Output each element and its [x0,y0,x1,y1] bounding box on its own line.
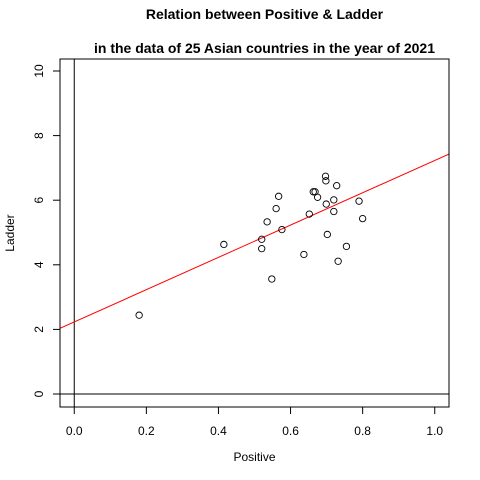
plot-frame [59,58,450,408]
x-tick-label: 0.8 [354,424,371,438]
data-point [258,235,266,243]
data-point [323,230,331,239]
data-point [342,242,351,251]
plot-area: 0.0 0.2 0.4 0.6 0.8 1.0 0 2 4 6 8 10 [32,58,450,438]
data-point [258,244,266,253]
data-point [330,196,338,204]
y-tick-label: 2 [32,326,46,333]
x-tick-label: 0.6 [282,424,299,438]
x-tick-label: 0.2 [138,424,155,438]
chart-subtitle: in the data of 25 Asian countries in the… [94,40,435,56]
data-point [322,177,330,185]
data-point [263,218,271,226]
y-tick-label: 6 [32,197,46,204]
x-axis-label: Positive [233,450,275,464]
y-tick-label: 4 [32,261,46,268]
data-point [333,182,341,190]
y-tick-label: 10 [32,64,46,78]
data-point [358,214,367,223]
data-point [355,197,363,205]
x-tick-label: 0.4 [210,424,227,438]
chart-title: Relation between Positive & Ladder [146,6,384,22]
data-point [313,193,322,201]
data-point [278,225,286,234]
data-point [321,172,330,180]
data-point [300,250,308,259]
y-axis-label: Ladder [3,214,17,251]
data-point [330,207,338,216]
data-point [135,311,143,319]
x-tick-label: 0.0 [66,424,83,438]
data-point [220,240,228,249]
data-point [309,188,317,196]
data-point [272,204,280,213]
data-point [322,200,330,208]
data-point [275,192,283,200]
regression-line [60,153,449,329]
data-point [334,257,342,265]
data-point [268,275,276,283]
y-tick-label: 0 [32,390,46,397]
y-tick-label: 8 [32,132,46,139]
x-tick-label: 1.0 [426,424,443,438]
data-point [305,210,313,218]
